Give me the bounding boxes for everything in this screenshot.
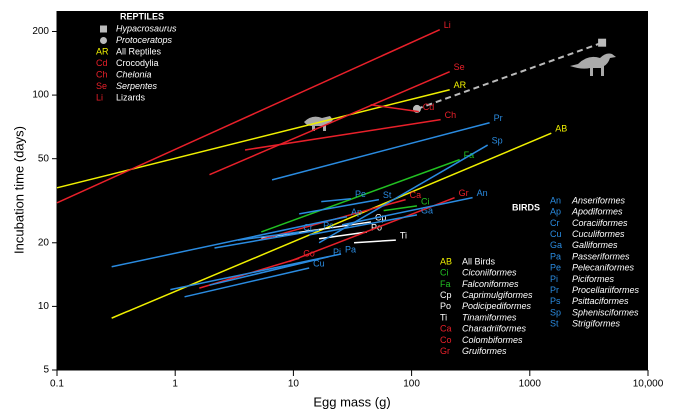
line-label: St (383, 190, 392, 200)
dino-point (598, 39, 606, 47)
legend-abbr: Cu (550, 229, 562, 239)
line-label: Pe (355, 189, 366, 199)
legend-marker (100, 26, 107, 33)
legend-label: Anseriformes (571, 195, 626, 205)
legend-label: Procellariiformes (572, 285, 640, 295)
x-tick-label: 10 (288, 379, 300, 390)
line-label: Sp (492, 135, 503, 145)
legend-abbr: Ch (96, 69, 108, 79)
legend-abbr: Ci (440, 268, 449, 278)
legend-abbr: Ga (550, 240, 562, 250)
line-label: Ca (410, 190, 422, 200)
legend-label: Piciformes (572, 274, 615, 284)
y-tick-label: 50 (38, 153, 50, 164)
line-label: Pa (345, 244, 356, 254)
legend-label: Cuculiformes (572, 229, 625, 239)
y-tick-label: 100 (32, 90, 49, 101)
legend-label: All Reptiles (116, 46, 162, 56)
x-tick-label: 0.1 (50, 379, 64, 390)
x-tick-label: 1 (172, 379, 178, 390)
legend-label: Ciconiiformes (462, 268, 517, 278)
legend-abbr: Ti (440, 312, 447, 322)
y-tick-label: 5 (43, 365, 49, 376)
x-axis-label: Egg mass (g) (313, 394, 390, 409)
legend-title: REPTILES (120, 11, 164, 21)
legend-label: Pelecaniformes (572, 263, 635, 273)
legend-label: Caprimulgiformes (462, 290, 533, 300)
legend-abbr: Pi (550, 274, 558, 284)
legend-abbr: Pr (550, 285, 559, 295)
legend-label: Falconiformes (462, 279, 519, 289)
line-label: Gr (459, 188, 469, 198)
y-tick-label: 200 (32, 26, 49, 37)
legend-label: Passeriformes (572, 251, 630, 261)
legend-abbr: Pe (550, 263, 561, 273)
legend-abbr: Cp (440, 290, 452, 300)
x-tick-label: 10,000 (633, 379, 664, 390)
legend-label: Strigiformes (572, 319, 621, 329)
line-label: Se (454, 62, 465, 72)
line-label: AB (555, 124, 567, 134)
legend-abbr: Gr (440, 346, 450, 356)
legend-abbr: AR (96, 46, 109, 56)
legend-abbr: AB (440, 256, 452, 266)
legend-abbr: Cr (550, 218, 560, 228)
legend-abbr: Se (96, 81, 107, 91)
legend-abbr: Li (96, 92, 103, 102)
legend-marker (100, 37, 107, 44)
legend-label: Hypacrosaurus (116, 23, 177, 33)
legend-label: Chelonia (116, 69, 152, 79)
legend-abbr: Ap (550, 207, 561, 217)
legend-abbr: Fa (440, 279, 451, 289)
legend-abbr: St (550, 319, 559, 329)
legend-label: Psittaciformes (572, 296, 629, 306)
y-axis-label: Incubation time (days) (11, 126, 26, 254)
legend-label: Sphenisciformes (572, 307, 639, 317)
line-label: An (477, 188, 488, 198)
legend-label: Serpentes (116, 81, 158, 91)
legend-label: Galliformes (572, 240, 618, 250)
y-tick-label: 20 (38, 237, 50, 248)
legend-label: Colombiformes (462, 335, 523, 345)
y-tick-label: 10 (38, 301, 50, 312)
line-label: Ps (323, 220, 334, 230)
legend-label: Gruiformes (462, 346, 507, 356)
legend-abbr: An (550, 195, 561, 205)
legend-title: BIRDS (512, 202, 540, 212)
chart: Egg mass (g) Incubation time (days) 0.1 1… (0, 0, 679, 414)
x-tick-label: 100 (403, 379, 420, 390)
legend-label: All Birds (462, 256, 496, 266)
legend-abbr: Ps (550, 296, 561, 306)
line-label: Ch (445, 110, 457, 120)
legend-abbr: Sp (550, 307, 561, 317)
line-label: Pi (333, 247, 341, 257)
legend-abbr: Cd (96, 58, 108, 68)
legend-label: Tinamiformes (462, 312, 517, 322)
line-label: Ti (400, 230, 407, 240)
legend-label: Podicipediformes (462, 301, 532, 311)
line-label: Ap (351, 207, 362, 217)
legend-abbr: Co (440, 335, 452, 345)
line-label: AR (454, 80, 467, 90)
legend-label: Apodiformes (571, 207, 623, 217)
line-label: Ga (421, 205, 433, 215)
legend-label: Lizards (116, 92, 146, 102)
line-label: Pr (494, 113, 503, 123)
legend-abbr: Po (440, 301, 451, 311)
x-tick-label: 1000 (519, 379, 542, 390)
line-label: Cd (423, 102, 435, 112)
legend-label: Charadriiformes (462, 324, 527, 334)
legend-label: Crocodylia (116, 58, 159, 68)
legend-label: Coraciiformes (572, 218, 628, 228)
legend-label: Protoceratops (116, 35, 173, 45)
legend-abbr: Pa (550, 251, 561, 261)
legend-abbr: Ca (440, 324, 452, 334)
line-label: Li (444, 20, 451, 30)
